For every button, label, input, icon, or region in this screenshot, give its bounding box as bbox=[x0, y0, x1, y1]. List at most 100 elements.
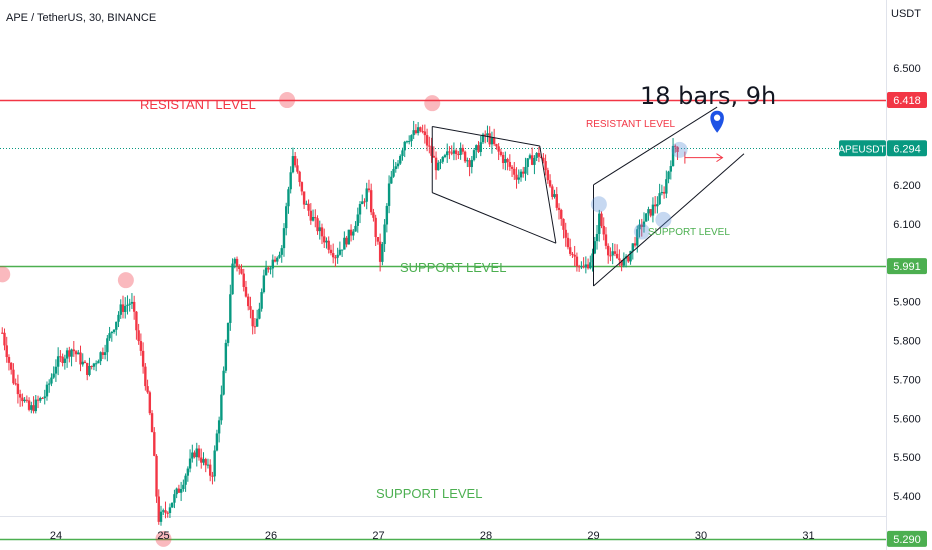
candle bbox=[251, 309, 254, 335]
candle bbox=[3, 328, 6, 351]
candle-body bbox=[289, 172, 292, 190]
candle bbox=[410, 134, 413, 147]
candle-body bbox=[258, 308, 261, 319]
candle bbox=[329, 244, 333, 256]
candle-body bbox=[369, 190, 373, 213]
candle bbox=[264, 260, 268, 276]
candle-body bbox=[629, 250, 632, 262]
candle-body bbox=[273, 259, 277, 262]
candle bbox=[611, 243, 614, 265]
candle-body bbox=[325, 240, 328, 243]
candle-body bbox=[18, 394, 22, 398]
candle bbox=[9, 362, 13, 375]
candle bbox=[530, 147, 534, 166]
price-tick-label: 5.400 bbox=[893, 491, 921, 503]
candle bbox=[108, 326, 111, 341]
candle-body bbox=[276, 257, 279, 262]
candle-body bbox=[56, 356, 60, 367]
candle bbox=[399, 154, 402, 166]
price-axis[interactable]: USDT 6.5006.3006.2006.1005.9005.8005.700… bbox=[838, 8, 927, 547]
candle-body bbox=[557, 207, 561, 210]
candle bbox=[32, 396, 35, 414]
candle-body bbox=[50, 377, 53, 384]
candle-body bbox=[296, 165, 299, 172]
candle-body bbox=[329, 249, 333, 254]
candle bbox=[273, 256, 277, 263]
candle-body bbox=[396, 163, 400, 167]
candle-body bbox=[671, 145, 675, 167]
candle bbox=[343, 231, 346, 250]
candle-body bbox=[513, 168, 516, 175]
candle-body bbox=[607, 245, 610, 256]
time-axis[interactable]: 24 25 26 27 28 29 30 31 bbox=[50, 530, 815, 542]
candle-body bbox=[5, 345, 8, 358]
candle-body bbox=[408, 141, 411, 143]
candle bbox=[412, 120, 415, 140]
candle-body bbox=[240, 268, 243, 274]
candle bbox=[555, 187, 558, 211]
candle bbox=[356, 207, 359, 233]
candle-body bbox=[83, 361, 87, 363]
candle bbox=[244, 280, 248, 298]
candle bbox=[564, 222, 567, 247]
candle-body bbox=[544, 161, 547, 171]
candle-body bbox=[414, 130, 418, 134]
candle-body bbox=[135, 311, 138, 331]
candle bbox=[425, 128, 429, 152]
candle-body bbox=[12, 369, 15, 384]
candle bbox=[419, 126, 422, 133]
candle bbox=[238, 264, 241, 275]
price-level-tag bbox=[887, 258, 927, 275]
candle-body bbox=[287, 189, 290, 207]
candle bbox=[607, 243, 610, 264]
candle-body bbox=[598, 213, 601, 234]
candle-body bbox=[481, 134, 485, 143]
candle bbox=[430, 137, 433, 163]
candle-body bbox=[428, 145, 431, 147]
candle bbox=[642, 212, 646, 233]
candle bbox=[604, 227, 608, 250]
price-tick-label: 5.700 bbox=[893, 374, 921, 386]
candle-body bbox=[604, 234, 608, 246]
candle-body bbox=[618, 258, 621, 261]
candle bbox=[121, 295, 125, 319]
candle bbox=[508, 154, 512, 171]
candle-body bbox=[318, 227, 321, 232]
candle-body bbox=[255, 318, 259, 327]
candle-body bbox=[36, 399, 40, 401]
candle-body bbox=[271, 259, 275, 269]
candle bbox=[99, 351, 102, 366]
candle-body bbox=[667, 171, 670, 180]
candle-body bbox=[300, 182, 304, 192]
candle bbox=[77, 349, 80, 355]
candle-body bbox=[157, 496, 160, 522]
candle bbox=[233, 257, 236, 269]
candle bbox=[475, 144, 478, 159]
candle-body bbox=[466, 160, 469, 162]
candle bbox=[479, 135, 482, 157]
candle bbox=[276, 256, 279, 265]
candle-body bbox=[94, 363, 98, 365]
candle bbox=[331, 243, 335, 264]
candle-body bbox=[249, 306, 252, 310]
candle-body bbox=[25, 399, 29, 401]
candle-body bbox=[595, 233, 599, 242]
candle-body bbox=[262, 275, 266, 293]
candle bbox=[674, 144, 677, 153]
candle-body bbox=[385, 205, 389, 225]
candle bbox=[615, 244, 619, 259]
candle-body bbox=[302, 191, 306, 205]
candle bbox=[589, 255, 592, 270]
candle bbox=[383, 219, 386, 252]
candle bbox=[506, 157, 509, 171]
candle-body bbox=[175, 488, 178, 495]
highlight-point bbox=[655, 211, 672, 228]
candle-body bbox=[3, 332, 6, 346]
candle bbox=[155, 454, 158, 503]
projection-arrow-head bbox=[716, 153, 724, 163]
candle-body bbox=[77, 352, 80, 355]
candle-body bbox=[443, 155, 447, 157]
price-axis-currency: USDT bbox=[891, 8, 921, 20]
